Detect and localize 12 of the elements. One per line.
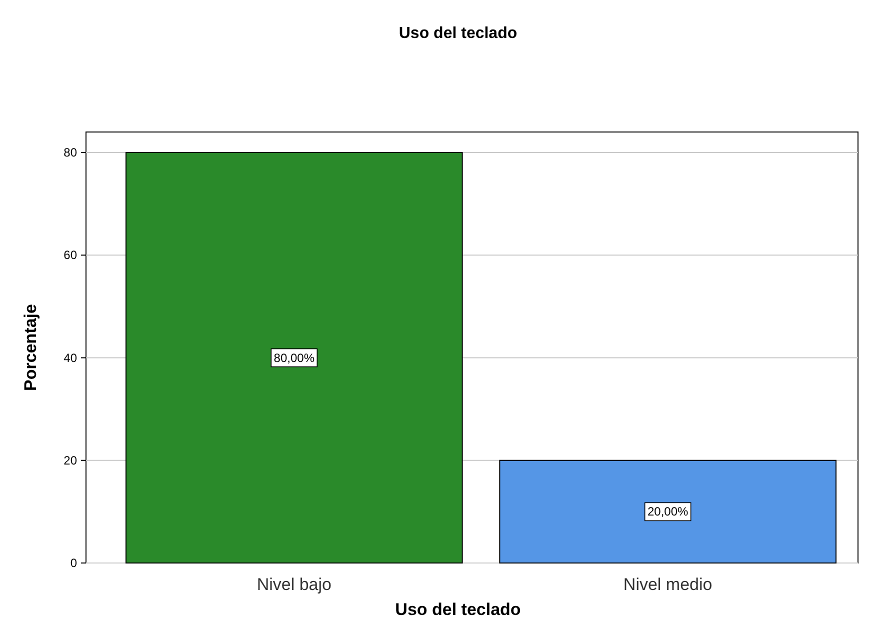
chart-title: Uso del teclado [398,25,518,42]
x-tick-label: Nivel bajo [256,575,332,594]
y-tick-label: 0 [70,556,78,570]
x-axis-title: Uso del teclado [395,600,521,619]
y-tick-label: 40 [64,350,78,365]
y-axis-title: Porcentaje [21,304,40,391]
y-tick-label: 20 [64,453,78,468]
y-tick-label: 60 [64,248,78,262]
x-tick-label: Nivel medio [623,575,712,594]
data-label: 20,00% [647,504,689,519]
y-tick-label: 80 [64,146,78,160]
data-label: 80,00% [274,350,315,365]
